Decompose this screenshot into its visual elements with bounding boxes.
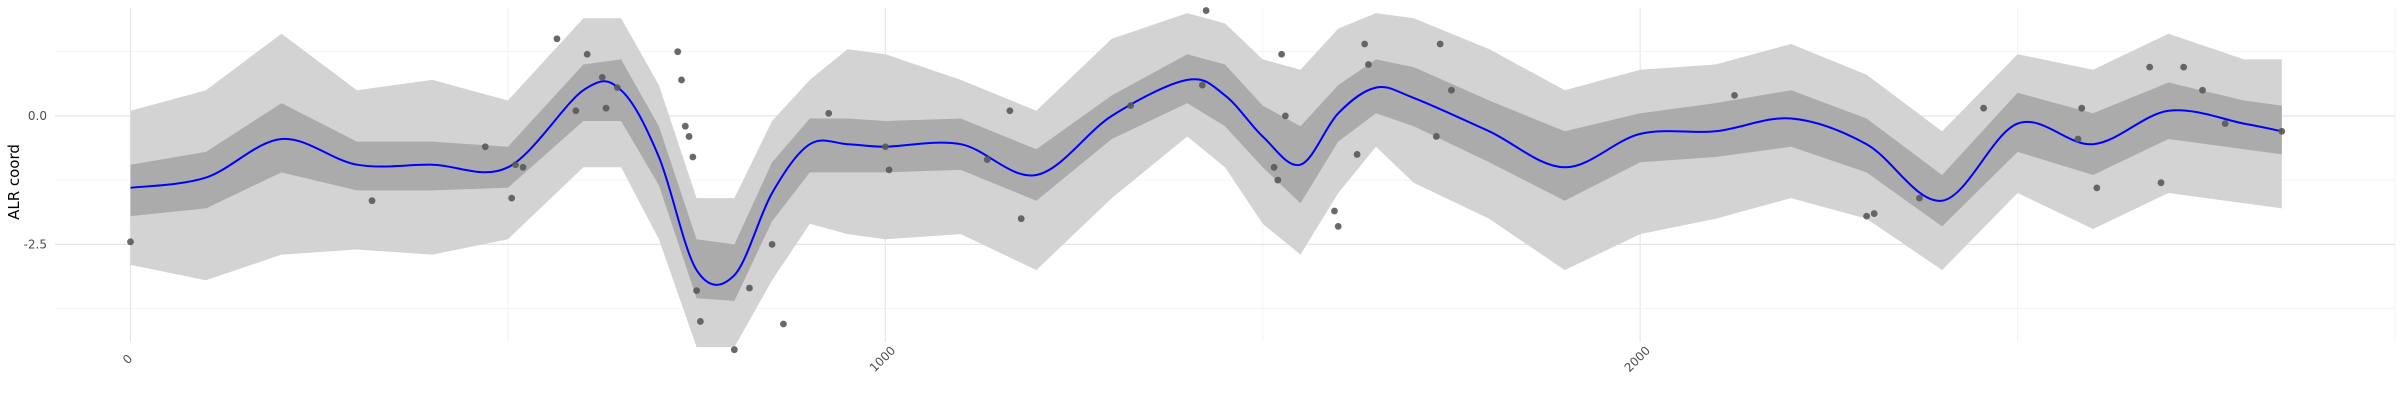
data-point — [1017, 215, 1025, 223]
data-point — [613, 84, 621, 92]
data-point — [2078, 104, 2086, 112]
data-point — [512, 161, 519, 169]
data-point — [678, 76, 685, 84]
mean-line — [130, 78, 2283, 286]
data-point — [685, 133, 693, 140]
data-point — [2221, 120, 2229, 128]
x-axis-ticks: 0 1000 2000 — [120, 343, 1653, 374]
data-point — [1863, 212, 1871, 220]
y-axis-title: ALR coord — [5, 144, 23, 220]
data-point — [1198, 81, 1206, 89]
x-tick-label: 2000 — [1622, 343, 1653, 374]
data-point — [730, 346, 738, 354]
data-point — [553, 35, 561, 43]
data-point — [1436, 40, 1444, 48]
y-tick-label: 0.0 — [28, 109, 47, 123]
data-point — [881, 143, 889, 151]
data-point — [1127, 102, 1135, 110]
data-point — [1334, 222, 1342, 230]
x-tick-label: 1000 — [867, 343, 898, 374]
data-point — [693, 287, 701, 295]
outer-uncertainty-band — [130, 13, 2282, 348]
y-axis-ticks: -2.5 0.0 — [24, 109, 47, 251]
data-point — [1365, 61, 1372, 68]
data-point — [780, 320, 787, 328]
inner-uncertainty-band — [130, 54, 2282, 301]
data-point — [689, 153, 697, 161]
data-point — [602, 104, 610, 112]
x-tick-label: 0 — [120, 352, 135, 367]
data-point — [1353, 151, 1361, 158]
data-point — [983, 156, 991, 163]
data-point — [2278, 127, 2286, 135]
data-point — [674, 48, 682, 56]
data-points — [127, 7, 2286, 354]
data-point — [768, 240, 776, 248]
data-point — [368, 197, 376, 205]
data-point — [2146, 63, 2154, 71]
data-point — [885, 166, 893, 174]
data-point — [825, 109, 833, 117]
data-point — [1731, 91, 1738, 99]
data-point — [2093, 184, 2101, 192]
data-point — [1202, 7, 1210, 14]
data-point — [1432, 133, 1440, 140]
data-point — [1270, 163, 1278, 171]
data-point — [1870, 210, 1878, 217]
data-point — [519, 163, 527, 171]
data-point — [1331, 207, 1338, 215]
data-point — [2199, 86, 2206, 94]
data-point — [1281, 112, 1289, 120]
data-point — [1278, 50, 1286, 58]
data-point — [1980, 104, 1988, 112]
data-point — [1361, 40, 1369, 48]
data-point — [481, 143, 489, 151]
data-point — [508, 194, 516, 202]
data-point — [1274, 176, 1282, 184]
y-tick-label: -2.5 — [24, 237, 47, 251]
data-point — [746, 284, 753, 292]
data-point — [572, 107, 580, 115]
data-point — [127, 238, 134, 246]
data-point — [583, 50, 591, 58]
data-point — [696, 318, 704, 325]
data-point — [681, 122, 689, 130]
data-point — [2074, 135, 2082, 143]
data-point — [2157, 179, 2165, 187]
data-point — [1006, 107, 1014, 115]
data-point — [2180, 63, 2188, 71]
data-point — [1916, 194, 1923, 202]
data-point — [598, 73, 606, 81]
data-point — [1448, 86, 1455, 94]
